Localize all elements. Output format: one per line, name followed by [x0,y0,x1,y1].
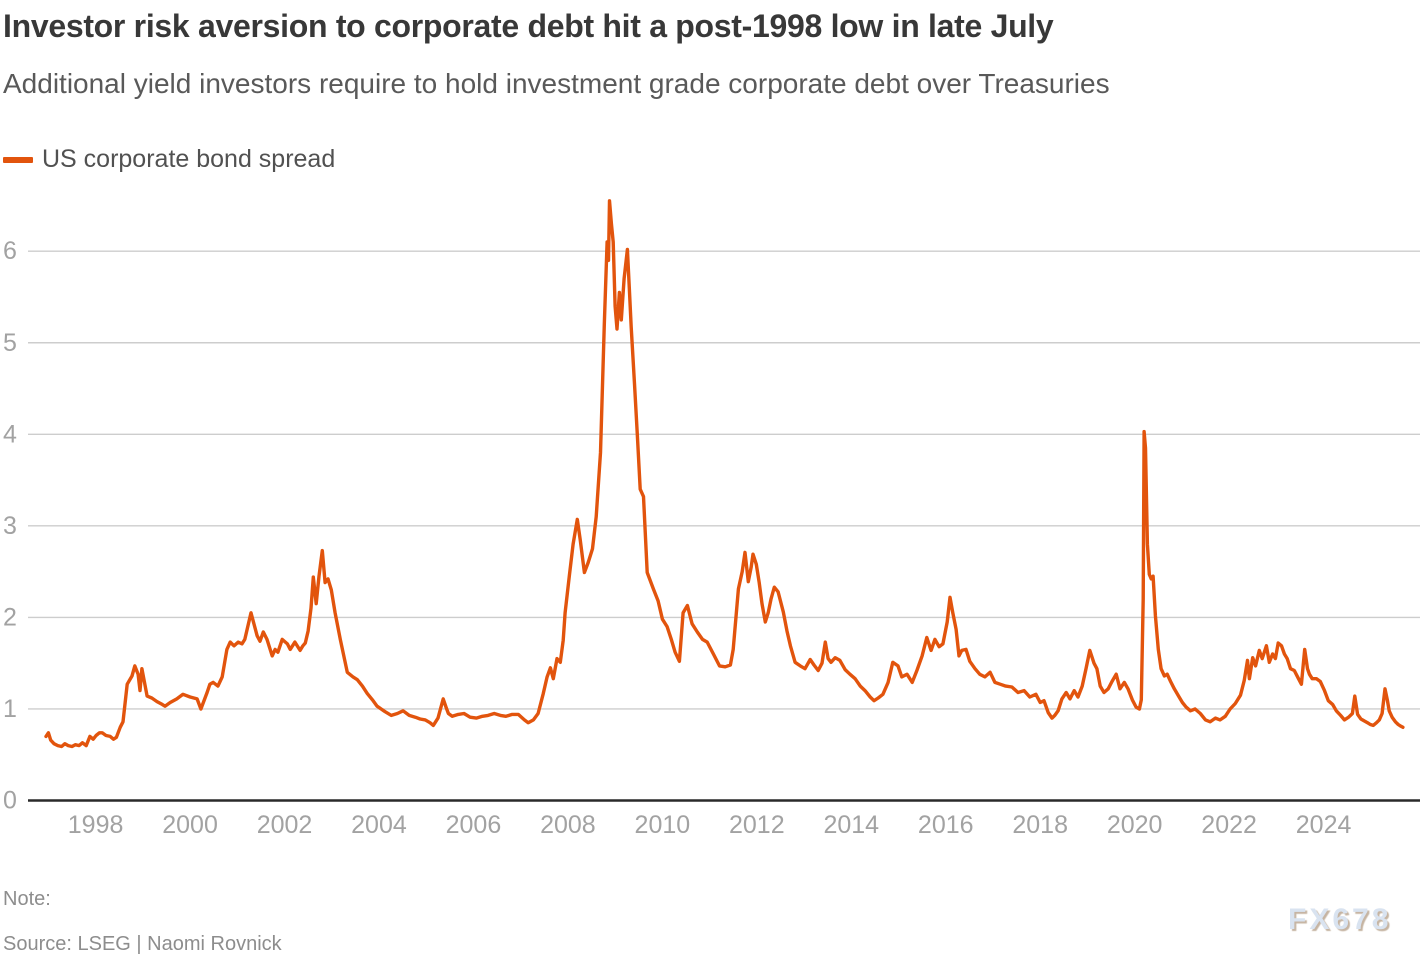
x-axis-tick-label: 2008 [540,811,596,839]
y-axis-tick-label: 5 [3,329,17,357]
x-axis-tick-label: 2014 [823,811,879,839]
x-axis-tick-label: 1998 [68,811,124,839]
chart-title: Investor risk aversion to corporate debt… [3,8,1054,44]
x-axis-tick-label: 2006 [446,811,502,839]
y-axis-tick-label: 4 [3,420,17,448]
note-text: Note: [3,888,51,910]
x-axis-tick-label: 2022 [1201,811,1257,839]
watermark: FX678 [1288,903,1392,936]
legend: US corporate bond spread [3,145,335,174]
spread-line [44,199,1405,749]
chart-subtitle: Additional yield investors require to ho… [3,68,1110,99]
x-axis-tick-label: 2020 [1107,811,1163,839]
y-axis-tick-label: 3 [3,512,17,540]
x-axis-tick-label: 2016 [918,811,974,839]
y-axis-tick-label: 6 [3,237,17,265]
y-axis-tick-label: 2 [3,603,17,631]
x-axis-tick-label: 2004 [351,811,407,839]
y-axis-tick-label: 0 [3,787,17,815]
x-axis-tick-label: 2012 [729,811,785,839]
x-axis-tick-label: 2018 [1012,811,1068,839]
legend-label: US corporate bond spread [42,145,336,173]
source-text: Source: LSEG | Naomi Rovnick [3,933,282,955]
x-axis-tick-label: 2024 [1296,811,1352,839]
x-axis-tick-label: 2010 [635,811,691,839]
x-axis-tick-label: 2000 [162,811,218,839]
legend-line-swatch [3,156,33,163]
y-axis-tick-label: 1 [3,695,17,723]
x-axis-tick-label: 2002 [257,811,313,839]
